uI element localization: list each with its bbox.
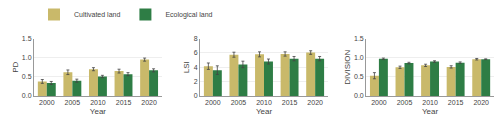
svg-text:0.5: 0.5 <box>22 73 32 80</box>
svg-text:6: 6 <box>194 49 198 56</box>
svg-text:Cultivated land: Cultivated land <box>74 11 120 18</box>
svg-text:8: 8 <box>194 35 198 42</box>
svg-text:0.0: 0.0 <box>354 92 364 99</box>
svg-text:1.5: 1.5 <box>354 35 364 42</box>
svg-text:2020: 2020 <box>473 99 489 106</box>
svg-text:4: 4 <box>194 64 198 71</box>
svg-text:2020: 2020 <box>141 99 157 106</box>
svg-text:0.5: 0.5 <box>354 73 364 80</box>
svg-text:2000: 2000 <box>205 99 221 106</box>
svg-text:1.0: 1.0 <box>354 54 364 61</box>
svg-text:2005: 2005 <box>65 99 81 106</box>
svg-text:1.5: 1.5 <box>22 35 32 42</box>
svg-text:2015: 2015 <box>116 99 132 106</box>
svg-text:2015: 2015 <box>282 99 298 106</box>
svg-text:Year: Year <box>422 107 439 116</box>
svg-text:2010: 2010 <box>90 99 106 106</box>
svg-text:2010: 2010 <box>422 99 438 106</box>
svg-text:2005: 2005 <box>397 99 413 106</box>
svg-text:2015: 2015 <box>448 99 464 106</box>
svg-text:Year: Year <box>256 107 273 116</box>
svg-text:Ecological land: Ecological land <box>165 11 212 19</box>
svg-text:Year: Year <box>90 107 107 116</box>
svg-text:PD: PD <box>11 62 20 73</box>
svg-text:2: 2 <box>194 78 198 85</box>
svg-text:2010: 2010 <box>256 99 272 106</box>
svg-text:2020: 2020 <box>307 99 323 106</box>
svg-text:0.0: 0.0 <box>22 92 32 99</box>
svg-text:2000: 2000 <box>39 99 55 106</box>
svg-text:0: 0 <box>194 92 198 99</box>
svg-text:1.0: 1.0 <box>22 54 32 61</box>
svg-text:LSI: LSI <box>182 61 191 73</box>
svg-text:DIVISION: DIVISION <box>343 49 352 84</box>
svg-text:2000: 2000 <box>371 99 387 106</box>
svg-text:2005: 2005 <box>231 99 247 106</box>
